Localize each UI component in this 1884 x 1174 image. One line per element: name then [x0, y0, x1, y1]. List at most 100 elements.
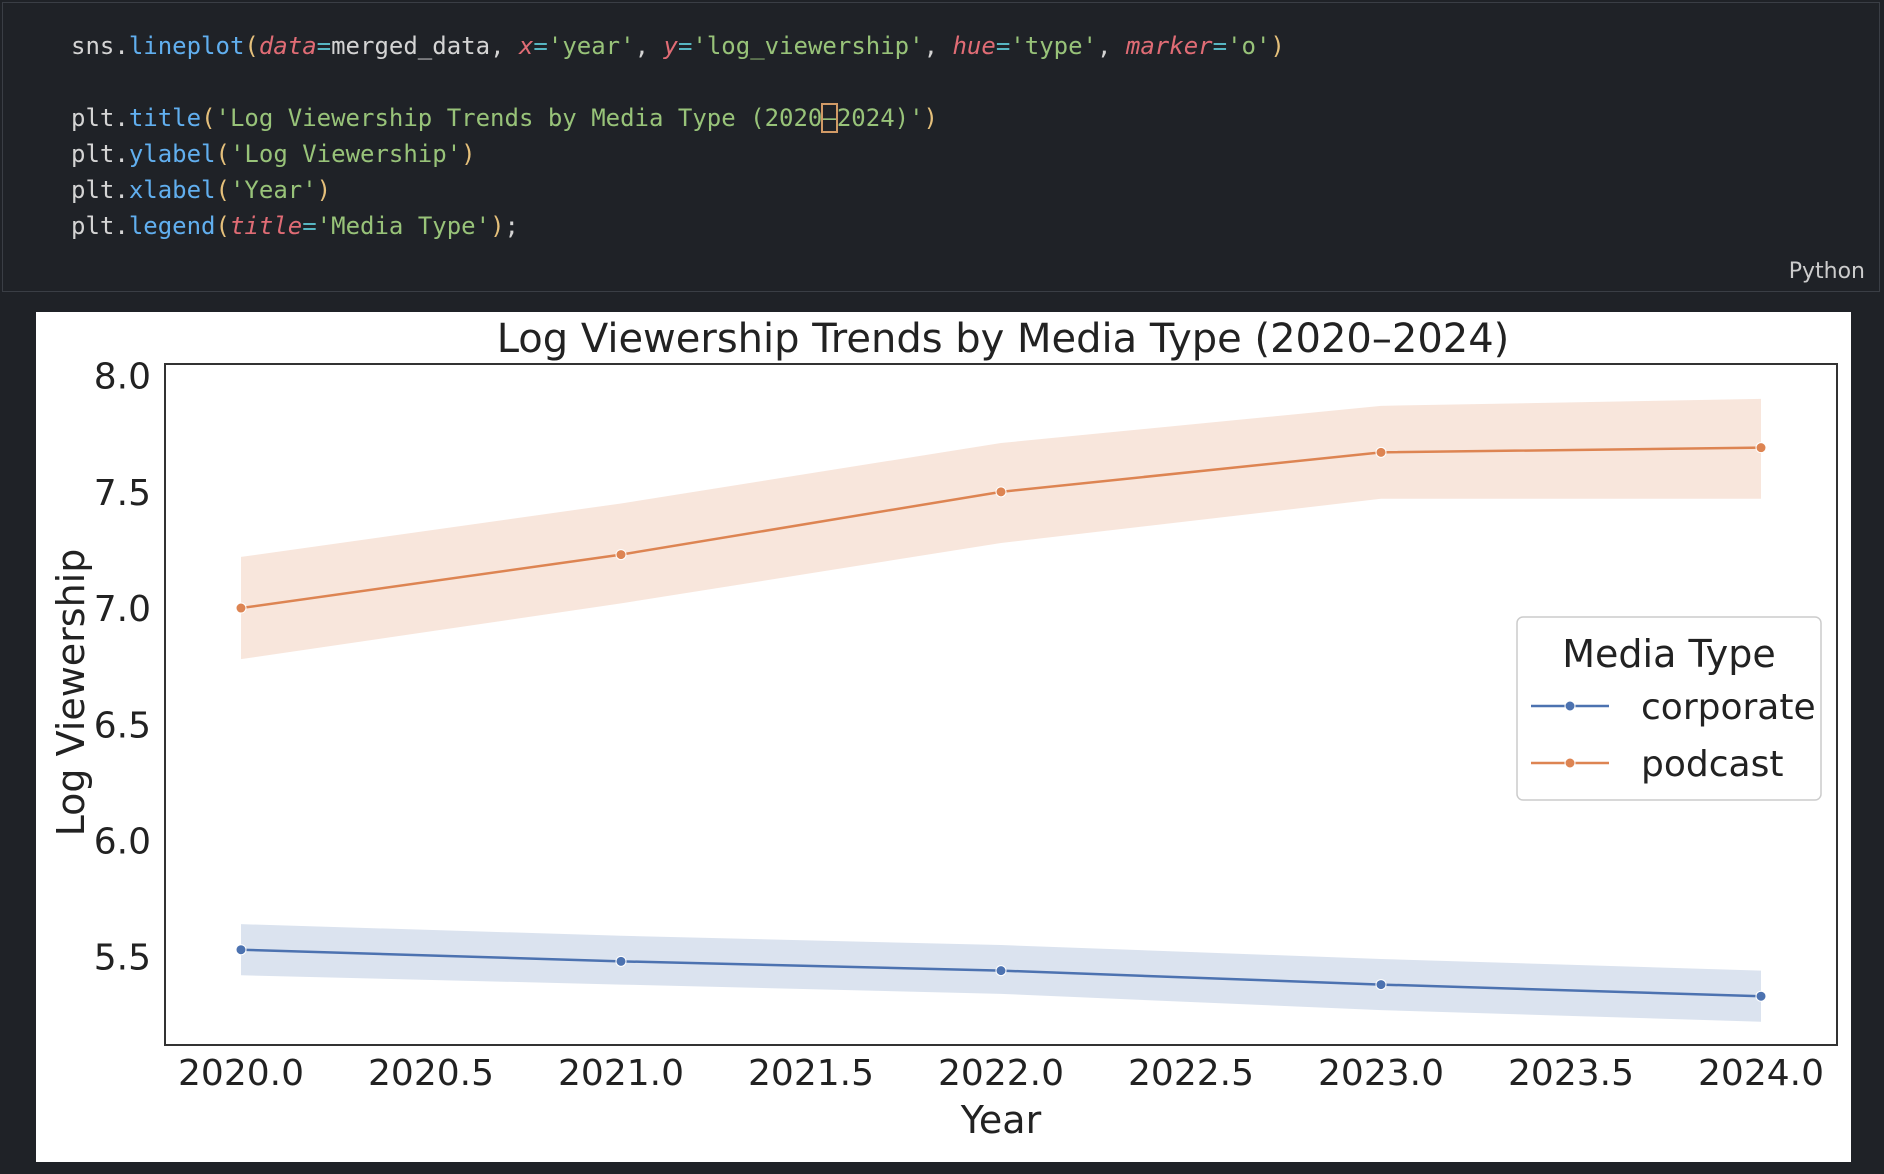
code-token: .: [114, 32, 129, 60]
x-tick-label: 2021.0: [558, 1053, 684, 1094]
code-token: (: [201, 104, 216, 132]
code-token: (: [215, 140, 230, 168]
ci-band-podcast: [241, 398, 1761, 660]
y-tick-label: 6.5: [94, 705, 151, 746]
data-point-corporate: [615, 955, 627, 967]
data-points: [235, 442, 1767, 1002]
code-token: plt: [71, 176, 115, 204]
code-token: sns: [71, 32, 115, 60]
code-token: xlabel: [128, 176, 216, 204]
code-token: lineplot: [128, 32, 245, 60]
x-tick-label: 2020.0: [178, 1053, 304, 1094]
data-point-podcast: [1375, 446, 1387, 458]
data-point-podcast: [235, 602, 247, 614]
line-chart: Log Viewership Trends by Media Type (202…: [49, 316, 1838, 1142]
y-tick-label: 7.0: [94, 589, 151, 630]
legend-box: [1516, 616, 1822, 801]
code-token: ,: [1097, 32, 1126, 60]
code-token: (: [215, 212, 230, 240]
cell-output: Log Viewership Trends by Media Type (202…: [36, 312, 1851, 1162]
x-tick-label: 2022.5: [1128, 1053, 1254, 1094]
y-tick-label: 7.5: [94, 473, 151, 514]
code-token: .: [114, 176, 129, 204]
code-token: plt: [71, 212, 115, 240]
code-token: =: [1212, 32, 1228, 60]
x-tick-label: 2024.0: [1698, 1053, 1824, 1094]
code-line-ylabel[interactable]: plt.ylabel('Log Viewership'): [71, 139, 476, 169]
code-token: 'type': [1010, 32, 1097, 60]
code-token: title: [229, 212, 303, 240]
x-tick-label: 2023.5: [1508, 1053, 1634, 1094]
data-point-corporate: [1375, 979, 1387, 991]
x-tick-label: 2022.0: [938, 1053, 1064, 1094]
code-token: .: [114, 212, 129, 240]
code-token: 'log_viewership': [692, 32, 924, 60]
code-token: 'o': [1227, 32, 1271, 60]
y-tick-label: 6.0: [94, 821, 151, 862]
code-token: =: [316, 32, 332, 60]
text-cursor-highlight: –: [821, 103, 838, 133]
code-line-legend[interactable]: plt.legend(title='Media Type');: [71, 211, 519, 241]
code-line-lineplot[interactable]: sns.lineplot(data=merged_data, x='year',…: [71, 31, 1285, 61]
code-token: x: [518, 32, 534, 60]
code-token: marker: [1125, 32, 1213, 60]
code-token: legend: [128, 212, 216, 240]
x-tick-label: 2021.5: [748, 1053, 874, 1094]
data-point-corporate: [995, 965, 1007, 977]
y-axis-label: Log Viewership: [49, 549, 93, 837]
code-line-title[interactable]: plt.title('Log Viewership Trends by Medi…: [71, 103, 938, 133]
code-token: 'Log Viewership Trends by Media Type (20…: [215, 104, 823, 132]
code-token: (: [215, 176, 230, 204]
data-point-corporate: [1755, 990, 1767, 1002]
code-token: plt: [71, 140, 115, 168]
code-token: ): [923, 104, 938, 132]
code-token: 'Media Type': [316, 212, 491, 240]
code-token: hue: [952, 32, 996, 60]
code-token: (: [244, 32, 259, 60]
code-token: ;: [504, 212, 519, 240]
code-token: y: [663, 32, 678, 60]
y-tick-label: 5.5: [94, 938, 151, 979]
code-token: ): [461, 140, 476, 168]
code-token: merged_data: [331, 32, 491, 60]
code-token: 'Year': [229, 176, 317, 204]
code-token: title: [128, 104, 202, 132]
code-token: 'Log Viewership': [229, 140, 462, 168]
x-axis-ticks: 2020.0 2020.5 2021.0 2021.5 2022.0 2022.5 2023…: [178, 1053, 1824, 1094]
code-token: 2024)': [836, 104, 924, 132]
code-token: ylabel: [128, 140, 216, 168]
y-axis-ticks: 5.5 6.0 6.5 7.0 7.5 8.0: [94, 357, 151, 979]
code-token: =: [995, 32, 1011, 60]
data-point-podcast: [615, 549, 627, 561]
legend-title: Media Type: [1562, 632, 1776, 676]
code-token: ,: [634, 32, 664, 60]
data-point-podcast: [1755, 442, 1767, 454]
code-token: ): [490, 212, 505, 240]
code-line-xlabel[interactable]: plt.xlabel('Year'): [71, 175, 331, 205]
code-token: =: [533, 32, 548, 60]
code-token: =: [677, 32, 693, 60]
code-token: .: [114, 140, 129, 168]
data-point-corporate: [235, 944, 247, 956]
chart-legend: Media Type corporate podcast: [1516, 616, 1822, 801]
cell-language-label[interactable]: Python: [1788, 259, 1865, 284]
x-tick-label: 2023.0: [1318, 1053, 1444, 1094]
code-token: ): [316, 176, 332, 204]
data-point-podcast: [995, 486, 1007, 498]
code-token: =: [302, 212, 317, 240]
code-token: ,: [923, 32, 953, 60]
code-token: ): [1270, 32, 1285, 60]
plot-frame: [164, 363, 1838, 1046]
legend-marker-corporate: [1564, 700, 1576, 712]
code-token: plt: [71, 104, 115, 132]
legend-label-podcast: podcast: [1641, 744, 1783, 785]
code-token: ,: [490, 32, 519, 60]
x-tick-label: 2020.5: [368, 1053, 494, 1094]
code-token: .: [114, 104, 129, 132]
y-tick-label: 8.0: [94, 357, 151, 398]
chart-title: Log Viewership Trends by Media Type (202…: [497, 316, 1510, 362]
legend-label-corporate: corporate: [1641, 687, 1816, 728]
code-cell[interactable]: sns.lineplot(data=merged_data, x='year',…: [2, 2, 1880, 292]
code-token: 'year': [547, 32, 635, 60]
x-axis-label: Year: [960, 1098, 1042, 1142]
